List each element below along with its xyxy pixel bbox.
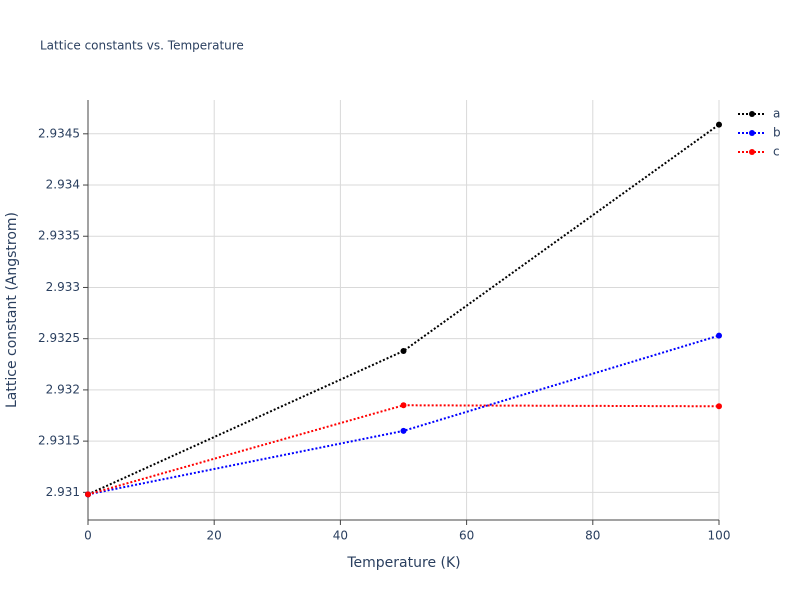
point — [716, 332, 722, 339]
point — [716, 121, 722, 128]
y-tick-label: 2.9325 — [38, 331, 80, 345]
point — [400, 427, 407, 434]
point — [85, 491, 91, 498]
y-axis-label: Lattice constant (Angstrom) — [4, 212, 20, 408]
legend-label: b — [773, 126, 781, 140]
y-tick-label: 2.933 — [46, 280, 80, 294]
legend-label: c — [773, 145, 780, 159]
series-line — [87, 334, 720, 496]
y-tick-label: 2.934 — [46, 178, 80, 192]
legend-label: a — [773, 107, 780, 121]
point — [716, 403, 722, 410]
y-tick-label: 2.932 — [46, 382, 80, 396]
x-tick-label: 60 — [459, 529, 474, 543]
point — [400, 402, 407, 409]
chart-title: Lattice constants vs. Temperature — [40, 39, 244, 53]
x-tick-label: 20 — [207, 529, 222, 543]
legend-marker — [749, 111, 755, 117]
legend-marker — [749, 149, 755, 155]
legend-marker — [749, 130, 755, 136]
y-tick-label: 2.9345 — [38, 126, 80, 140]
x-tick-label: 100 — [708, 529, 731, 543]
x-tick-label: 0 — [84, 529, 92, 543]
series-line — [87, 404, 720, 496]
x-tick-label: 80 — [585, 529, 600, 543]
y-tick-label: 2.9315 — [38, 434, 80, 448]
x-axis-label: Temperature (K) — [346, 555, 460, 571]
y-tick-label: 2.931 — [46, 485, 80, 499]
point — [400, 347, 407, 354]
x-tick-label: 40 — [333, 529, 348, 543]
y-tick-label: 2.9335 — [38, 229, 80, 243]
series-line — [87, 123, 720, 496]
